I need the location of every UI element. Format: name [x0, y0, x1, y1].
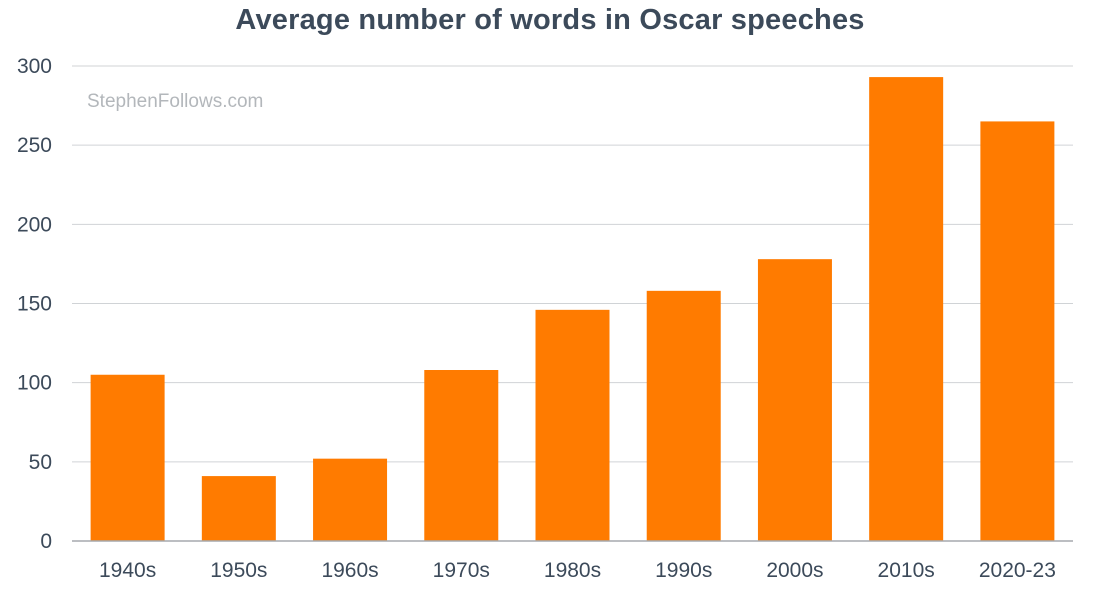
x-tick-label: 1960s [321, 559, 378, 582]
x-tick-label: 1950s [210, 559, 267, 582]
y-tick-label: 250 [17, 134, 52, 157]
y-tick-label: 300 [17, 55, 52, 78]
x-tick-label: 2000s [766, 559, 823, 582]
x-tick-label: 2010s [878, 559, 935, 582]
y-tick-label: 150 [17, 293, 52, 316]
bar-1940s[interactable] [90, 374, 165, 541]
bar-layer [90, 77, 1055, 542]
x-tick-label: 1940s [99, 559, 156, 582]
bar-1950s[interactable] [201, 476, 276, 541]
grid-layer: 0 50 100 150 200 250 300 [17, 55, 1073, 553]
bar-2020-23[interactable] [980, 121, 1055, 542]
bar-1970s[interactable] [424, 370, 499, 541]
x-tick-label: 2020-23 [979, 559, 1056, 582]
y-tick-label: 100 [17, 372, 52, 395]
bar-1960s[interactable] [313, 458, 388, 541]
bar-2010s[interactable] [869, 77, 944, 541]
bar-1980s[interactable] [535, 309, 610, 541]
y-tick-label: 0 [40, 530, 52, 553]
chart-title: Average number of words in Oscar speeche… [235, 4, 865, 36]
x-tick-label: 1970s [433, 559, 490, 582]
y-tick-label: 200 [17, 213, 52, 236]
x-tick-label: 1990s [655, 559, 712, 582]
x-tick-label: 1980s [544, 559, 601, 582]
axis-layer: 1940s 1950s 1960s 1970s 1980s 1990s 2000s 2010s… [72, 540, 1073, 582]
y-tick-label: 50 [29, 451, 52, 474]
bar-1990s[interactable] [646, 290, 721, 541]
watermark: StephenFollows.com [87, 91, 263, 112]
bar-2000s[interactable] [757, 259, 832, 541]
